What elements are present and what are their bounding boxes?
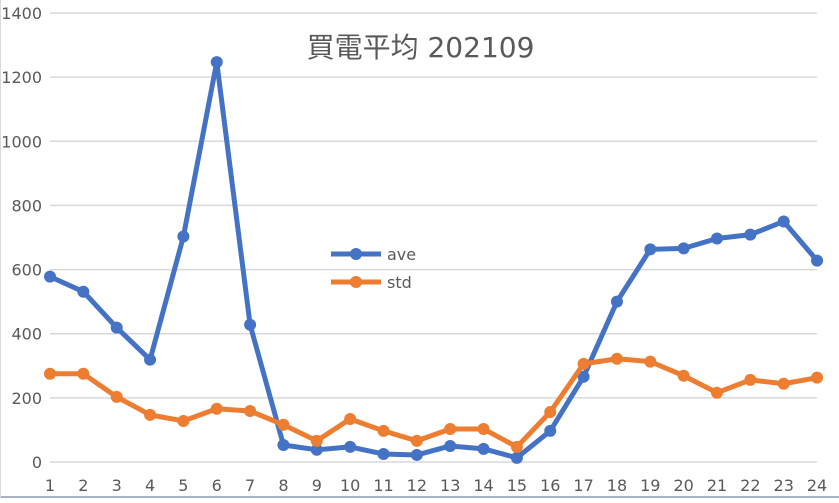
data-point-marker [344,413,357,426]
data-point-marker [777,215,790,228]
series-line [50,356,818,450]
data-point-marker [644,355,657,368]
y-tick-label: 1200 [1,68,42,87]
legend-label-ave: ave [387,245,416,264]
data-point-marker [177,230,190,243]
data-point-marker [44,270,56,283]
x-tick-label: 17 [573,476,593,495]
data-point-marker [610,295,623,308]
y-tick-label: 600 [11,261,42,280]
bottom-border [1,496,839,498]
data-point-marker [711,232,723,245]
data-point-marker [377,447,390,460]
data-point-marker [244,405,257,418]
legend: ave std [331,245,416,292]
data-point-marker [310,434,323,447]
data-point-marker [144,353,157,366]
data-point-marker [277,418,290,431]
x-tick-label: 5 [178,476,188,495]
data-point-marker [144,408,157,421]
data-point-marker [744,228,757,241]
y-tick-label: 0 [32,453,42,472]
data-point-marker [210,56,223,69]
x-tick-label: 22 [740,476,760,495]
data-point-marker [110,321,123,334]
x-tick-label: 18 [607,476,627,495]
data-point-marker [210,402,223,415]
chart-title: 買電平均 202109 [306,31,535,64]
data-point-marker [744,373,757,386]
data-point-marker [477,442,490,455]
x-tick-label: 10 [340,476,360,495]
y-tick-label: 400 [11,325,42,344]
data-point-marker [711,386,723,399]
data-point-marker [344,440,357,453]
x-tick-label: 8 [278,476,288,495]
x-tick-label: 12 [407,476,427,495]
data-point-marker [677,242,690,255]
data-point-marker [110,390,123,403]
data-point-marker [77,285,90,298]
y-tick-label: 800 [11,196,42,215]
x-tick-label: 1 [45,476,55,495]
x-tick-label: 15 [507,476,527,495]
data-point-marker [544,424,557,437]
x-tick-label: 16 [540,476,560,495]
data-point-marker [444,422,457,435]
x-tick-label: 13 [440,476,460,495]
series-ave [44,56,824,464]
x-tick-label: 2 [78,476,88,495]
data-point-marker [477,422,490,435]
data-point-marker [644,243,657,256]
data-point-marker [577,370,590,383]
x-tick-label: 24 [807,476,827,495]
series-lines [44,56,824,464]
data-point-marker [177,414,190,427]
x-tick-label: 23 [774,476,794,495]
data-point-marker [777,377,790,390]
x-tick-label: 9 [312,476,322,495]
data-point-marker [510,440,523,453]
x-tick-label: 6 [212,476,222,495]
data-point-marker [377,424,390,437]
y-tick-label: 200 [11,389,42,408]
data-point-marker [544,405,557,418]
data-point-marker [811,371,824,384]
legend-item-std: std [331,273,412,292]
x-tick-label: 20 [673,476,693,495]
data-point-marker [677,369,690,382]
x-tick-label: 19 [640,476,660,495]
series-std [44,352,824,453]
data-point-marker [510,451,523,464]
y-axis-labels: 0 200 400 600 800 1000 1200 1400 [1,4,42,472]
y-tick-label: 1000 [1,132,42,151]
legend-label-std: std [387,273,412,292]
data-point-marker [410,448,423,461]
x-tick-label: 14 [473,476,493,495]
data-point-marker [244,318,257,331]
y-tick-label: 1400 [1,4,42,23]
data-point-marker [277,439,290,452]
legend-item-ave: ave [331,245,416,264]
data-point-marker [77,367,90,380]
x-tick-label: 4 [145,476,155,495]
x-tick-label: 7 [245,476,255,495]
x-tick-label: 21 [707,476,727,495]
x-tick-label: 11 [373,476,393,495]
data-point-marker [577,357,590,370]
data-point-marker [811,254,824,267]
data-point-marker [310,443,323,456]
gridlines [50,12,817,463]
data-point-marker [410,434,423,447]
data-point-marker [44,367,56,380]
x-tick-label: 3 [112,476,122,495]
data-point-marker [610,352,623,365]
x-axis-labels: 1 2 3 4 5 6 7 8 9 10 11 12 13 14 15 16 17 18 19 20 21 22 23 24 [45,476,827,495]
data-point-marker [444,439,457,452]
